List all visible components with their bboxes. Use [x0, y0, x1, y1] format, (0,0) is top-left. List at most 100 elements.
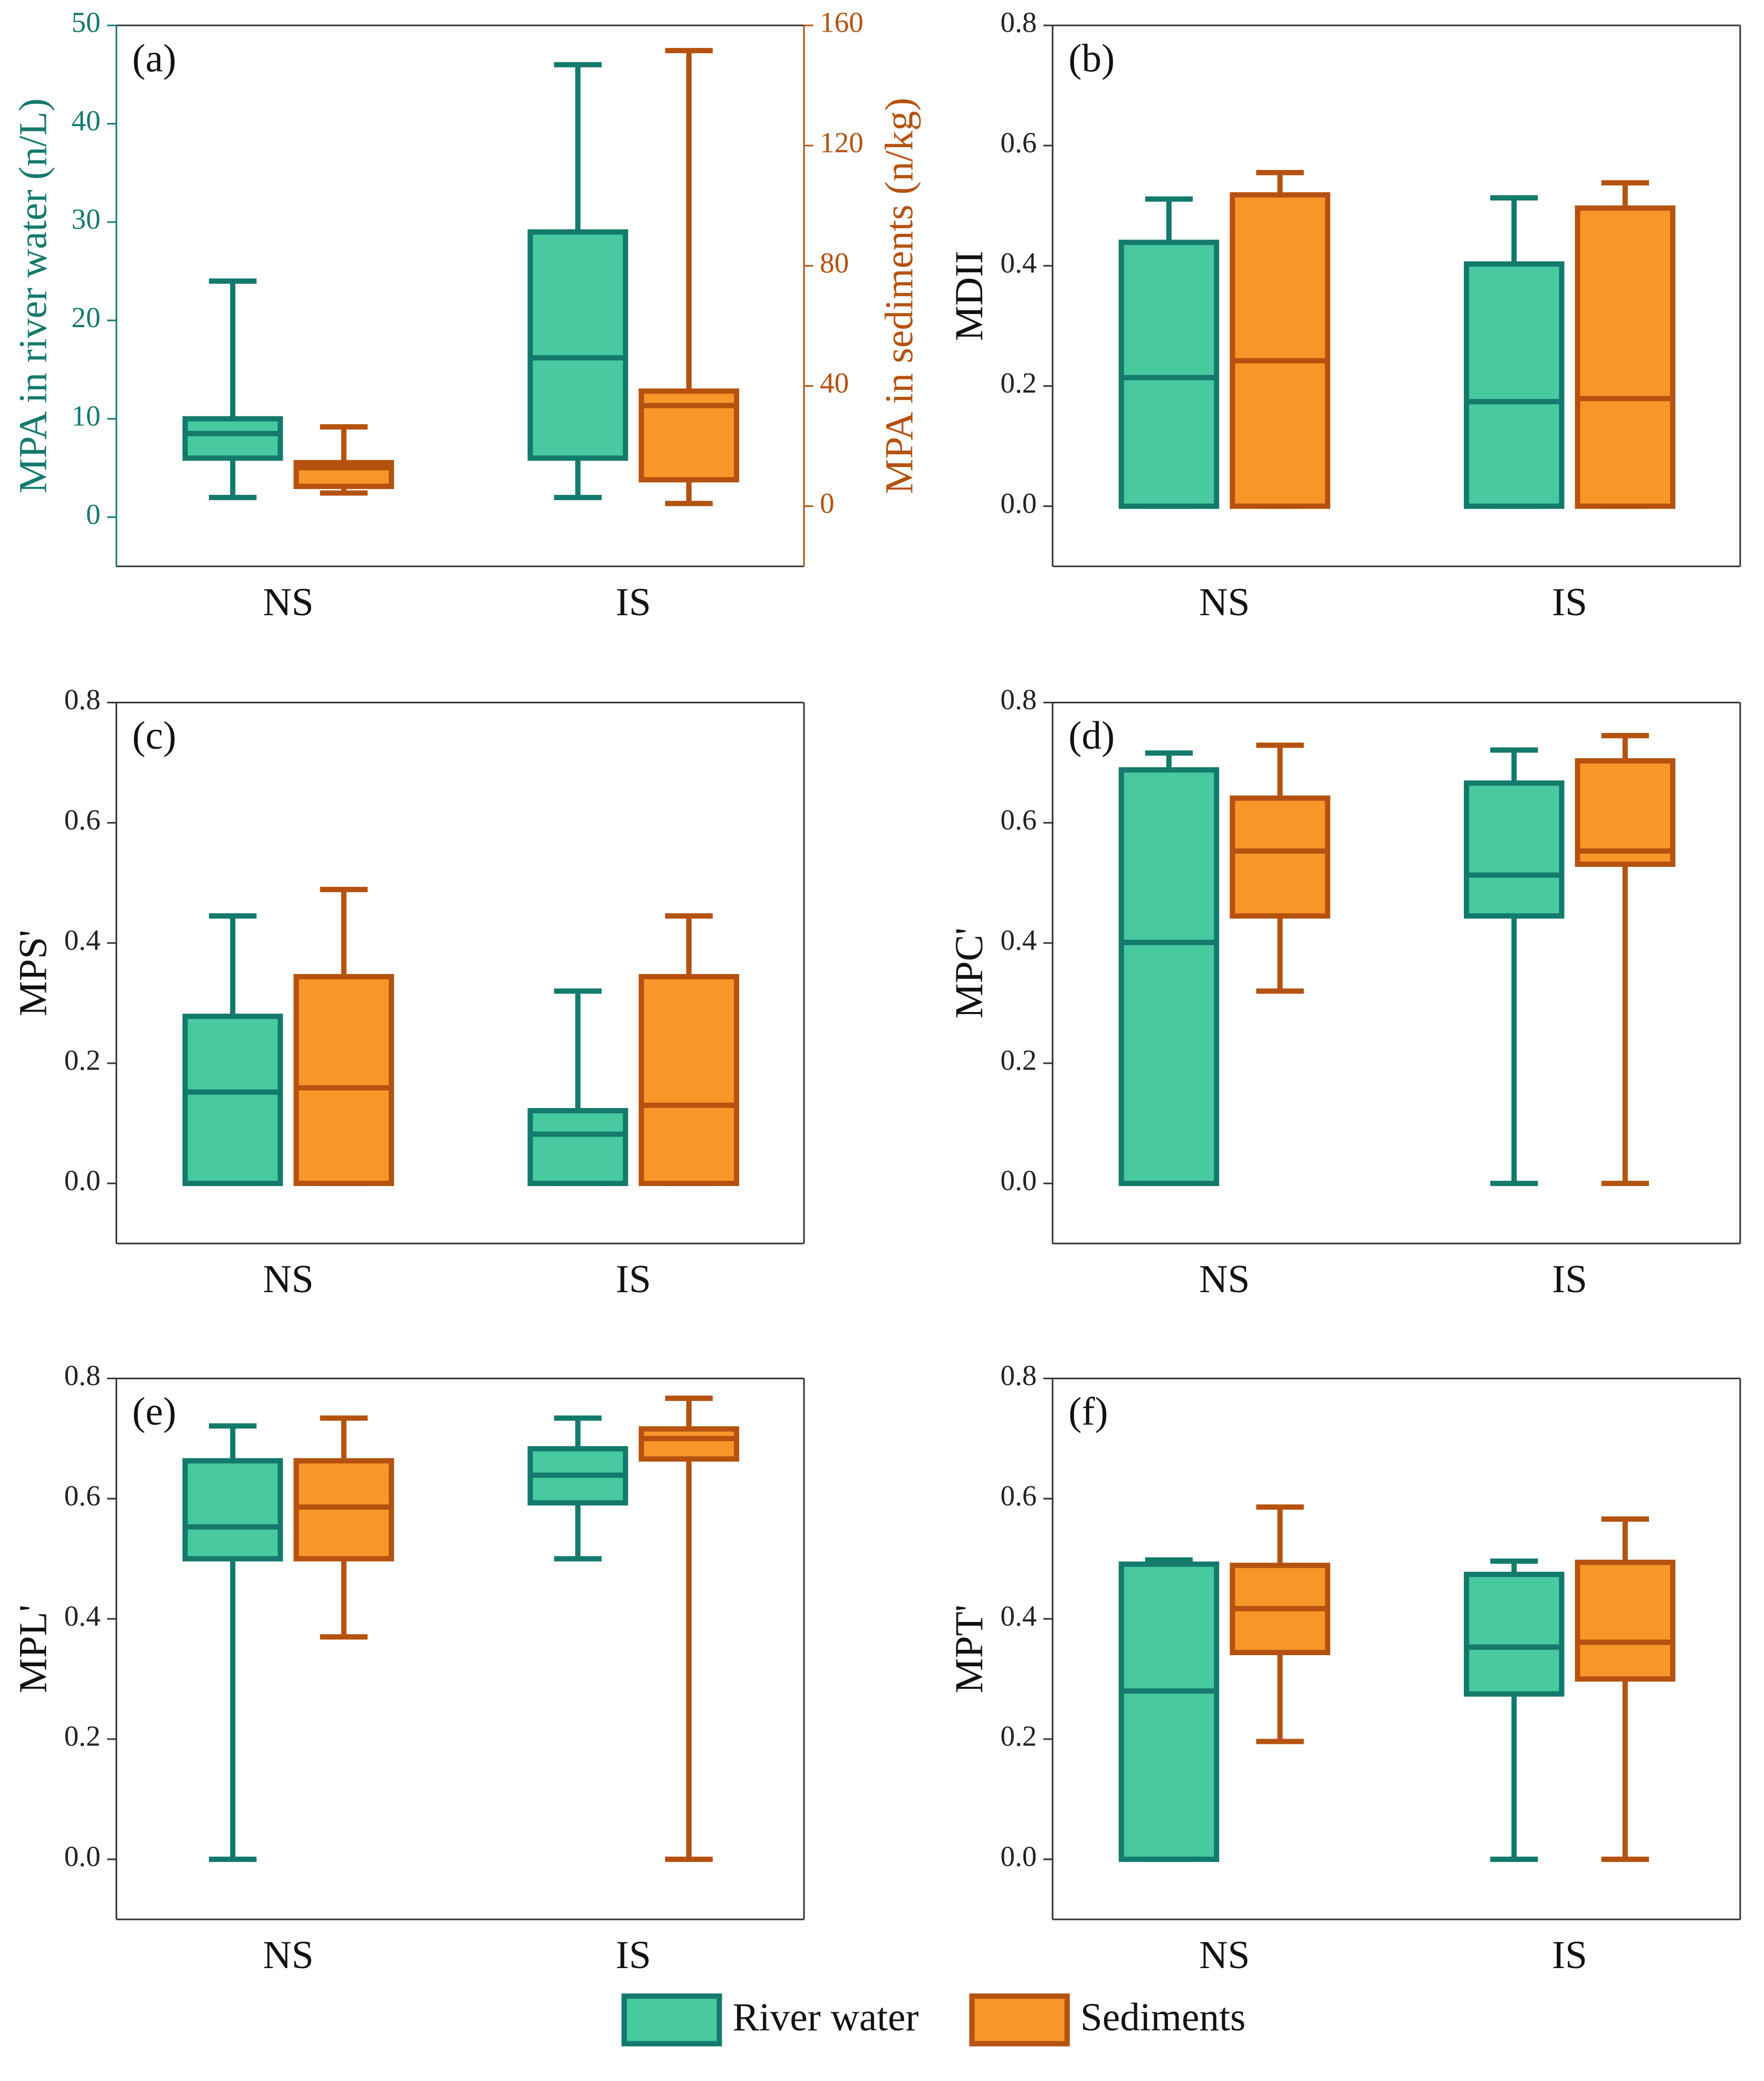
y-tick-label: 0.2 — [1000, 1044, 1037, 1076]
box — [1575, 758, 1676, 867]
y-tick-label: 0.6 — [64, 1479, 101, 1512]
box — [528, 1108, 628, 1186]
box-group — [1118, 196, 1220, 509]
box-group — [1118, 750, 1220, 1186]
legend-label: River water — [733, 1996, 919, 2039]
y-tick-label: 0.2 — [1000, 1720, 1037, 1752]
y-tick-label: 40 — [71, 104, 100, 137]
box — [1463, 1571, 1565, 1697]
y-axis-label: MDII — [947, 251, 991, 341]
box-group — [528, 1415, 628, 1562]
panel-label: (c) — [132, 714, 176, 758]
y-tick-label: 0.8 — [1000, 1359, 1037, 1391]
y2-tick-label: 120 — [820, 127, 864, 159]
panel-label: (e) — [132, 1390, 176, 1434]
x-tick-label: NS — [263, 580, 313, 624]
x-tick-label: IS — [1552, 1933, 1587, 1977]
x-tick-label: NS — [1199, 580, 1250, 624]
y-tick-label: 0.4 — [1000, 924, 1037, 956]
y2-tick-label: 40 — [820, 367, 849, 399]
y-tick-label: 0.8 — [1000, 683, 1037, 715]
y-tick-label: 0.8 — [64, 683, 101, 715]
box-group — [638, 913, 740, 1186]
y-tick-label: 0.0 — [1000, 1164, 1037, 1197]
box — [1463, 261, 1565, 509]
box — [528, 229, 628, 461]
y-axis-label: MPT' — [947, 1605, 991, 1693]
box — [182, 416, 283, 461]
x-tick-label: IS — [1552, 580, 1587, 624]
y-tick-label: 0.0 — [1000, 487, 1037, 519]
box-group — [182, 278, 283, 500]
y-tick-label: 0.6 — [64, 804, 101, 836]
y-tick-label: 10 — [71, 399, 100, 432]
y-tick-label: 0.8 — [64, 1359, 101, 1391]
y-tick-label: 0.2 — [1000, 367, 1037, 399]
x-tick-label: NS — [263, 1257, 313, 1301]
box — [1463, 780, 1565, 919]
y-tick-label: 0.0 — [64, 1840, 101, 1872]
box-group — [1118, 1557, 1220, 1862]
x-tick-label: NS — [1199, 1257, 1250, 1301]
box-group — [1230, 170, 1330, 509]
box-group — [528, 62, 628, 500]
box — [1575, 205, 1676, 509]
y-axis-label: MPC' — [947, 928, 991, 1018]
y-axis-label: MPS' — [11, 930, 55, 1016]
x-tick-label: IS — [1552, 1257, 1587, 1301]
y-tick-label: 0.6 — [1000, 1479, 1037, 1512]
box — [182, 1458, 283, 1562]
legend-label: Sediments — [1080, 1996, 1245, 2039]
panel-label: (a) — [132, 37, 176, 81]
y-tick-label: 0.4 — [1000, 1600, 1037, 1632]
box — [293, 1458, 395, 1562]
y-tick-label: 0.4 — [1000, 246, 1037, 279]
y-axis-label: MPA in river water (n/L) — [11, 98, 55, 493]
box — [1118, 767, 1220, 1186]
y-tick-label: 50 — [71, 6, 100, 39]
box — [1230, 192, 1330, 509]
y-tick-label: 0.0 — [1000, 1840, 1037, 1872]
x-tick-label: IS — [616, 580, 651, 624]
y2-tick-label: 160 — [820, 6, 864, 39]
y-tick-label: 0.2 — [64, 1044, 101, 1076]
box-group — [293, 1415, 395, 1640]
y2-tick-label: 80 — [820, 246, 849, 279]
box-group — [1463, 195, 1565, 509]
panel-label: (f) — [1068, 1390, 1108, 1434]
box-group — [1575, 180, 1676, 509]
box-group — [1575, 1516, 1676, 1862]
box — [293, 973, 395, 1186]
y-tick-label: 0.4 — [64, 1600, 101, 1632]
box-group — [638, 47, 740, 507]
box — [1230, 795, 1330, 919]
box-group — [293, 886, 395, 1186]
box-group — [1230, 742, 1330, 994]
box-group — [182, 913, 283, 1186]
box-group — [528, 988, 628, 1186]
box-group — [182, 1423, 283, 1862]
y-tick-label: 0.6 — [1000, 804, 1037, 836]
y-tick-label: 0 — [86, 498, 101, 530]
x-tick-label: IS — [616, 1257, 651, 1301]
y-tick-label: 0.6 — [1000, 127, 1037, 159]
box-group — [1230, 1504, 1330, 1744]
box — [638, 1426, 740, 1462]
box — [1575, 1560, 1676, 1682]
panel-label: (b) — [1068, 37, 1115, 81]
box — [182, 1014, 283, 1186]
panel-label: (d) — [1068, 714, 1115, 758]
y2-tick-label: 0 — [820, 487, 835, 519]
box-group — [638, 1396, 740, 1862]
y-tick-label: 0.4 — [64, 924, 101, 956]
box-group — [293, 424, 395, 496]
x-tick-label: NS — [1199, 1933, 1250, 1977]
box — [638, 973, 740, 1186]
y2-axis-label: MPA in sediments (n/kg) — [877, 98, 921, 494]
y-tick-label: 0.8 — [1000, 6, 1037, 39]
box — [1118, 240, 1220, 509]
legend-swatch — [969, 1993, 1070, 2047]
box-group — [1575, 733, 1676, 1186]
